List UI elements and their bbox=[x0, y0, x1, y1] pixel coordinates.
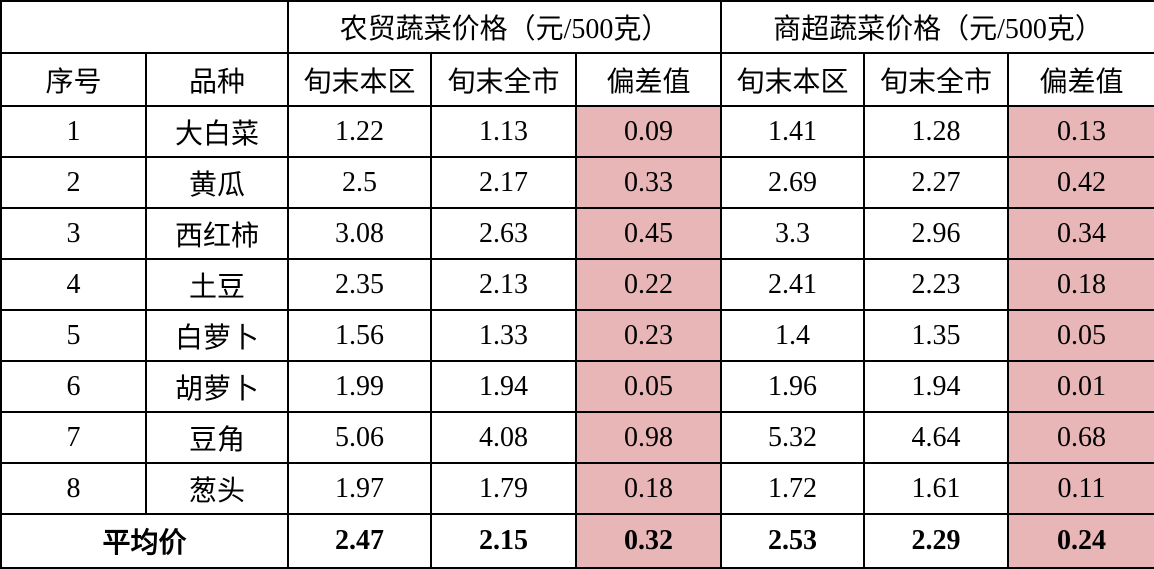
deviation-cell: 0.68 bbox=[1007, 411, 1154, 464]
deviation-cell: 0.05 bbox=[1007, 309, 1154, 362]
vegetable-name: 葱头 bbox=[145, 462, 289, 515]
deviation-cell: 0.13 bbox=[1007, 105, 1154, 158]
price-cell: 2.23 bbox=[863, 258, 1009, 311]
price-cell: 1.13 bbox=[430, 105, 577, 158]
price-cell: 2.69 bbox=[720, 156, 865, 209]
row-index: 4 bbox=[0, 258, 147, 311]
group-title: 商超蔬菜价格（元/500克） bbox=[720, 0, 1154, 54]
deviation-cell: 0.45 bbox=[575, 207, 722, 260]
row-index: 1 bbox=[0, 105, 147, 158]
table-row: 2 黄瓜 2.5 2.17 0.33 2.69 2.27 0.42 bbox=[0, 156, 1154, 209]
table-row: 序号 品种 旬末本区 旬末全市 偏差值 旬末本区 旬末全市 偏差值 bbox=[0, 52, 1154, 107]
price-cell: 1.61 bbox=[863, 462, 1009, 515]
price-cell: 1.22 bbox=[287, 105, 432, 158]
vegetable-name: 黄瓜 bbox=[145, 156, 289, 209]
row-index: 3 bbox=[0, 207, 147, 260]
price-cell: 2.5 bbox=[287, 156, 432, 209]
deviation-cell: 0.09 bbox=[575, 105, 722, 158]
deviation-cell: 0.05 bbox=[575, 360, 722, 413]
table-row: 7 豆角 5.06 4.08 0.98 5.32 4.64 0.68 bbox=[0, 411, 1154, 464]
price-cell: 5.32 bbox=[720, 411, 865, 464]
row-index: 7 bbox=[0, 411, 147, 464]
column-header: 旬末本区 bbox=[287, 52, 432, 107]
price-cell: 2.41 bbox=[720, 258, 865, 311]
average-cell: 2.53 bbox=[720, 513, 865, 569]
column-header: 旬末本区 bbox=[720, 52, 865, 107]
empty-cell bbox=[0, 0, 289, 54]
price-cell: 2.63 bbox=[430, 207, 577, 260]
price-cell: 4.64 bbox=[863, 411, 1009, 464]
price-cell: 2.96 bbox=[863, 207, 1009, 260]
price-cell: 1.94 bbox=[863, 360, 1009, 413]
table-row: 6 胡萝卜 1.99 1.94 0.05 1.96 1.94 0.01 bbox=[0, 360, 1154, 413]
average-cell: 2.15 bbox=[430, 513, 577, 569]
price-cell: 1.35 bbox=[863, 309, 1009, 362]
price-cell: 2.13 bbox=[430, 258, 577, 311]
table-row: 3 西红柿 3.08 2.63 0.45 3.3 2.96 0.34 bbox=[0, 207, 1154, 260]
deviation-cell: 0.42 bbox=[1007, 156, 1154, 209]
average-cell: 0.24 bbox=[1007, 513, 1154, 569]
deviation-cell: 0.18 bbox=[1007, 258, 1154, 311]
price-cell: 1.4 bbox=[720, 309, 865, 362]
price-cell: 1.96 bbox=[720, 360, 865, 413]
vegetable-name: 大白菜 bbox=[145, 105, 289, 158]
price-cell: 4.08 bbox=[430, 411, 577, 464]
price-cell: 3.08 bbox=[287, 207, 432, 260]
price-cell: 2.27 bbox=[863, 156, 1009, 209]
price-cell: 2.17 bbox=[430, 156, 577, 209]
price-cell: 1.33 bbox=[430, 309, 577, 362]
column-header: 序号 bbox=[0, 52, 147, 107]
table-row: 5 白萝卜 1.56 1.33 0.23 1.4 1.35 0.05 bbox=[0, 309, 1154, 362]
average-cell: 2.29 bbox=[863, 513, 1009, 569]
price-cell: 1.94 bbox=[430, 360, 577, 413]
price-cell: 1.97 bbox=[287, 462, 432, 515]
average-cell: 0.32 bbox=[575, 513, 722, 569]
price-cell: 1.79 bbox=[430, 462, 577, 515]
column-header: 旬末全市 bbox=[863, 52, 1009, 107]
price-cell: 1.99 bbox=[287, 360, 432, 413]
vegetable-name: 胡萝卜 bbox=[145, 360, 289, 413]
table-row: 8 葱头 1.97 1.79 0.18 1.72 1.61 0.11 bbox=[0, 462, 1154, 515]
footer-label: 平均价 bbox=[0, 513, 289, 569]
price-cell: 1.41 bbox=[720, 105, 865, 158]
vegetable-name: 白萝卜 bbox=[145, 309, 289, 362]
vegetable-name: 豆角 bbox=[145, 411, 289, 464]
price-cell: 5.06 bbox=[287, 411, 432, 464]
price-cell: 2.35 bbox=[287, 258, 432, 311]
price-cell: 3.3 bbox=[720, 207, 865, 260]
deviation-cell: 0.01 bbox=[1007, 360, 1154, 413]
row-index: 2 bbox=[0, 156, 147, 209]
column-header: 品种 bbox=[145, 52, 289, 107]
deviation-cell: 0.98 bbox=[575, 411, 722, 464]
deviation-cell: 0.34 bbox=[1007, 207, 1154, 260]
row-index: 8 bbox=[0, 462, 147, 515]
column-header: 偏差值 bbox=[1007, 52, 1154, 107]
deviation-cell: 0.33 bbox=[575, 156, 722, 209]
column-header: 偏差值 bbox=[575, 52, 722, 107]
table-row: 平均价 2.47 2.15 0.32 2.53 2.29 0.24 bbox=[0, 513, 1154, 569]
deviation-cell: 0.11 bbox=[1007, 462, 1154, 515]
vegetable-name: 土豆 bbox=[145, 258, 289, 311]
column-header: 旬末全市 bbox=[430, 52, 577, 107]
average-cell: 2.47 bbox=[287, 513, 432, 569]
table-row: 1 大白菜 1.22 1.13 0.09 1.41 1.28 0.13 bbox=[0, 105, 1154, 158]
price-cell: 1.28 bbox=[863, 105, 1009, 158]
row-index: 6 bbox=[0, 360, 147, 413]
deviation-cell: 0.18 bbox=[575, 462, 722, 515]
deviation-cell: 0.23 bbox=[575, 309, 722, 362]
table-row: 4 土豆 2.35 2.13 0.22 2.41 2.23 0.18 bbox=[0, 258, 1154, 311]
price-cell: 1.56 bbox=[287, 309, 432, 362]
row-index: 5 bbox=[0, 309, 147, 362]
group-title: 农贸蔬菜价格（元/500克） bbox=[287, 0, 722, 54]
deviation-cell: 0.22 bbox=[575, 258, 722, 311]
vegetable-name: 西红柿 bbox=[145, 207, 289, 260]
table-row: 农贸蔬菜价格（元/500克） 商超蔬菜价格（元/500克） bbox=[0, 0, 1154, 54]
price-cell: 1.72 bbox=[720, 462, 865, 515]
